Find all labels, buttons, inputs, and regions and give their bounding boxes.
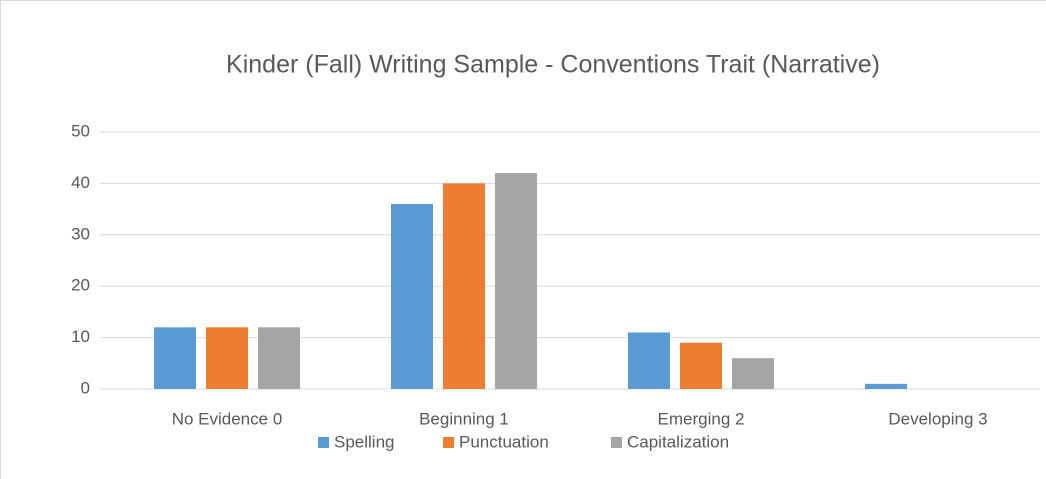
bar	[628, 332, 670, 389]
y-tick-label: 40	[71, 173, 90, 192]
legend-label: Capitalization	[627, 432, 729, 451]
y-tick-label: 10	[71, 327, 90, 346]
bar	[443, 183, 485, 389]
x-tick-label: Emerging 2	[658, 409, 745, 428]
legend-swatch	[611, 437, 622, 448]
bar	[258, 327, 300, 389]
y-tick-label: 30	[71, 224, 90, 243]
bar	[495, 173, 537, 389]
y-tick-label: 0	[81, 378, 90, 397]
x-tick-label: Beginning 1	[419, 409, 509, 428]
bar	[154, 327, 196, 389]
bar	[206, 327, 248, 389]
legend-swatch	[443, 437, 454, 448]
legend-label: Spelling	[334, 432, 395, 451]
y-tick-label: 50	[71, 121, 90, 140]
legend-label: Punctuation	[459, 432, 549, 451]
bar	[680, 342, 722, 389]
bar	[732, 358, 774, 389]
y-tick-label: 20	[71, 276, 90, 295]
bar	[391, 203, 433, 389]
legend-swatch	[318, 437, 329, 448]
x-tick-label: Developing 3	[888, 409, 987, 428]
bar	[865, 383, 907, 389]
chart-title: Kinder (Fall) Writing Sample - Conventio…	[226, 51, 880, 79]
x-tick-label: No Evidence 0	[172, 409, 283, 428]
